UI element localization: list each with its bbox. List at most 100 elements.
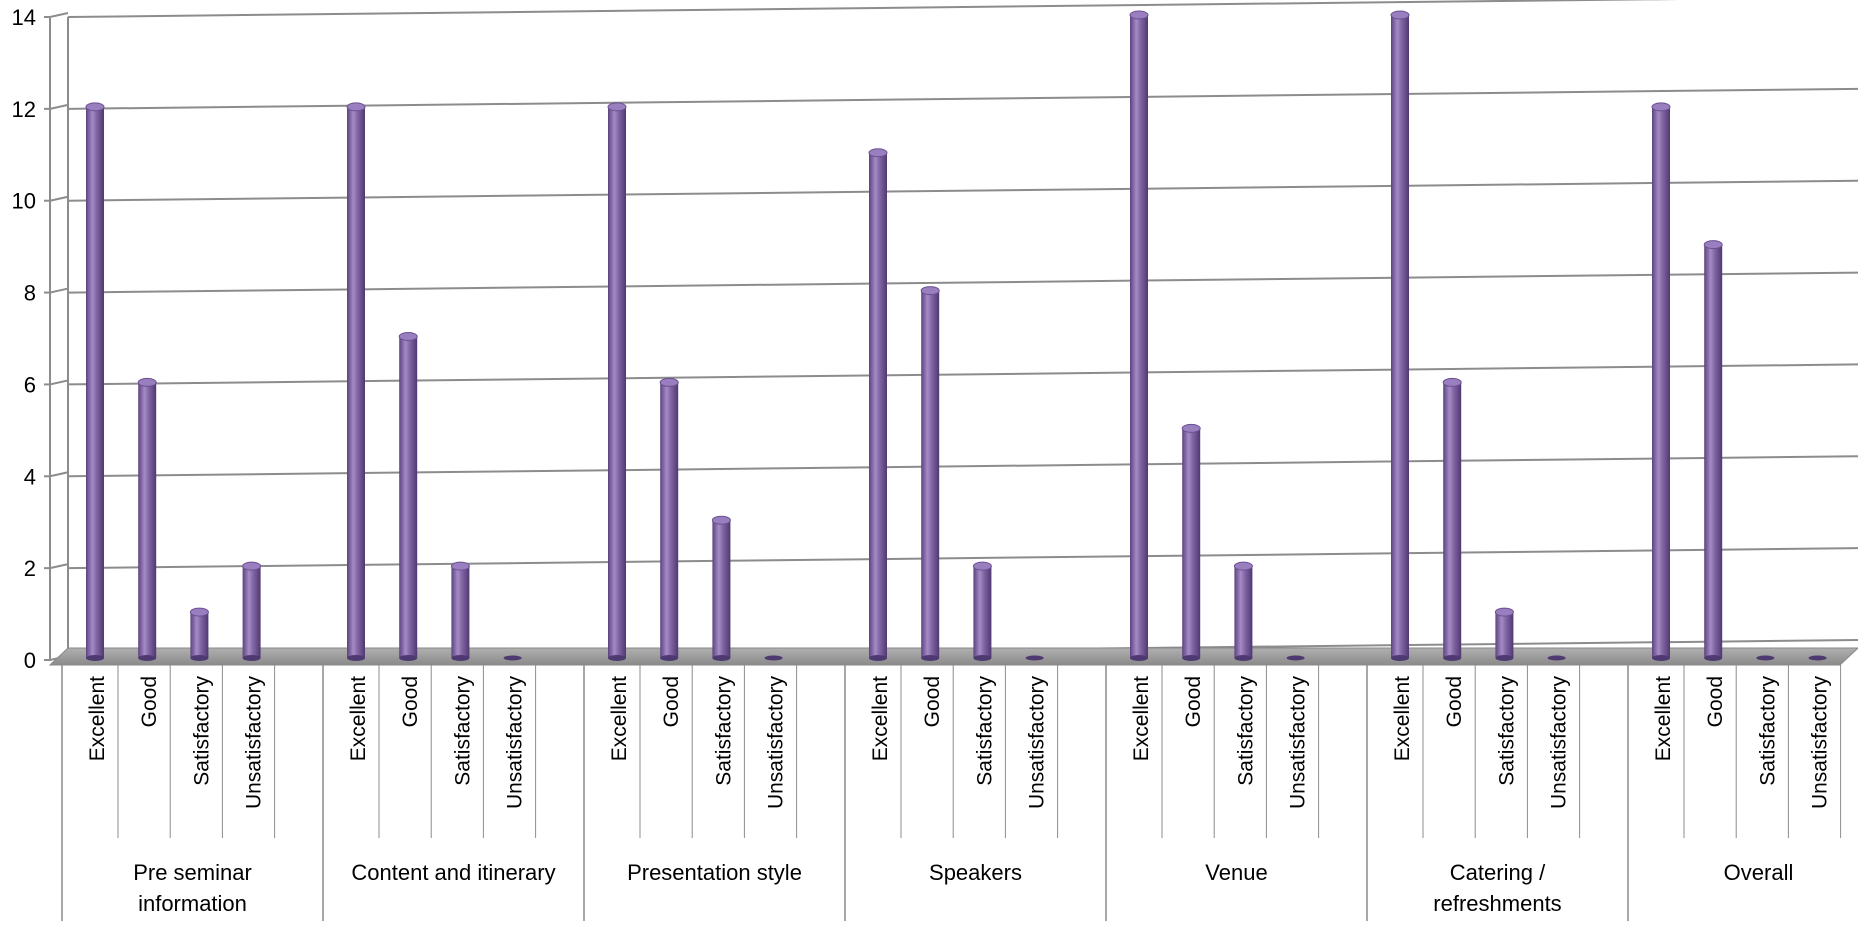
bar-top bbox=[398, 332, 418, 341]
bar bbox=[138, 382, 157, 658]
bar-top bbox=[1442, 377, 1462, 387]
bar bbox=[1652, 106, 1670, 659]
bar bbox=[1234, 566, 1253, 658]
bar-base bbox=[1234, 655, 1253, 661]
side-wall-line bbox=[49, 563, 69, 570]
gridline bbox=[67, 87, 1858, 110]
bar-top bbox=[1233, 561, 1253, 571]
bar bbox=[1286, 655, 1305, 661]
bar-base bbox=[712, 655, 731, 661]
bar bbox=[712, 520, 731, 658]
category-label: Good bbox=[1443, 676, 1466, 727]
category-label: Satisfactory bbox=[712, 676, 735, 786]
bar bbox=[608, 106, 626, 659]
category-label: Excellent bbox=[347, 676, 370, 761]
category-label: Good bbox=[1182, 676, 1205, 727]
category-label: Good bbox=[660, 676, 683, 727]
bar-top bbox=[242, 561, 262, 571]
bar bbox=[1025, 655, 1044, 661]
y-tick-label: 2 bbox=[24, 556, 36, 581]
bar bbox=[973, 566, 992, 658]
bar-base bbox=[608, 655, 626, 661]
bar-base bbox=[869, 655, 887, 661]
bar-top bbox=[85, 102, 105, 112]
bar bbox=[1443, 382, 1462, 658]
category-label: Unsatisfactory bbox=[1287, 676, 1310, 810]
category-label: Good bbox=[399, 676, 422, 727]
category-label: Satisfactory bbox=[1234, 676, 1257, 786]
bar-base bbox=[921, 655, 940, 661]
bar-base bbox=[660, 655, 679, 661]
side-wall-line bbox=[49, 12, 69, 18]
category-label: Unsatisfactory bbox=[504, 676, 527, 810]
bar-base bbox=[973, 655, 992, 661]
category-label: Excellent bbox=[1652, 676, 1675, 761]
bar-top bbox=[920, 286, 940, 296]
bar-base bbox=[1130, 655, 1148, 661]
bar bbox=[1704, 244, 1723, 658]
y-tick-label: 4 bbox=[24, 464, 36, 489]
group-label: information bbox=[138, 891, 247, 916]
gridline bbox=[67, 547, 1858, 570]
group-label: Presentation style bbox=[627, 860, 802, 885]
bar-top bbox=[1181, 423, 1201, 433]
gridline bbox=[67, 0, 1680, 18]
category-label: Satisfactory bbox=[451, 676, 474, 786]
category-label: Satisfactory bbox=[1756, 676, 1779, 786]
bar-base bbox=[86, 655, 104, 661]
y-tick-label: 12 bbox=[12, 97, 36, 122]
bar bbox=[242, 566, 261, 658]
category-label: Unsatisfactory bbox=[243, 676, 266, 810]
bar-top bbox=[607, 102, 627, 112]
category-label: Unsatisfactory bbox=[1548, 676, 1571, 810]
bar-base bbox=[1652, 655, 1670, 661]
bar-top bbox=[1651, 102, 1671, 112]
bar-top bbox=[450, 561, 470, 571]
bar bbox=[347, 106, 365, 659]
group-label: Speakers bbox=[929, 860, 1022, 885]
bar-base bbox=[190, 655, 209, 661]
bar-top bbox=[659, 377, 679, 387]
bar-base bbox=[1182, 655, 1201, 661]
category-label: Satisfactory bbox=[1495, 676, 1518, 786]
bar-top bbox=[189, 607, 209, 617]
axis-labels: 0 2 4 6 8 10 12 14 Excellent Good Satisfactory Unsa… bbox=[12, 5, 1832, 916]
category-label: Satisfactory bbox=[973, 676, 996, 786]
group-label: Overall bbox=[1724, 860, 1794, 885]
bar bbox=[86, 106, 104, 659]
bar-top bbox=[1390, 10, 1410, 20]
side-wall-line bbox=[49, 103, 69, 110]
gridline bbox=[67, 179, 1858, 202]
bar bbox=[1808, 655, 1827, 661]
group-label: Catering / bbox=[1450, 860, 1546, 885]
category-label: Excellent bbox=[869, 676, 892, 761]
group-label: Venue bbox=[1205, 860, 1267, 885]
bar-base bbox=[399, 655, 418, 661]
category-label: Good bbox=[1704, 676, 1727, 727]
bar bbox=[451, 566, 470, 658]
y-tick-label: 8 bbox=[24, 281, 36, 306]
y-tick-label: 0 bbox=[24, 648, 36, 673]
group-label: refreshments bbox=[1433, 891, 1561, 916]
bar-top bbox=[137, 377, 157, 387]
bar bbox=[503, 655, 522, 661]
bar bbox=[190, 612, 209, 658]
bar-top bbox=[1494, 607, 1514, 617]
bar bbox=[660, 382, 679, 658]
group-label: Pre seminar bbox=[133, 860, 252, 885]
gridline bbox=[67, 455, 1858, 478]
gridline bbox=[67, 363, 1858, 386]
bar-base bbox=[1704, 655, 1723, 661]
y-tick-label: 6 bbox=[24, 372, 36, 397]
bar bbox=[1547, 655, 1566, 661]
y-tick-label: 10 bbox=[12, 189, 36, 214]
bar-base bbox=[242, 655, 261, 661]
bar-top bbox=[711, 515, 731, 525]
bar-top bbox=[1703, 240, 1723, 250]
category-label: Excellent bbox=[86, 676, 109, 761]
category-label: Unsatisfactory bbox=[1026, 676, 1049, 810]
bar bbox=[764, 655, 783, 661]
category-label: Excellent bbox=[1130, 676, 1153, 761]
